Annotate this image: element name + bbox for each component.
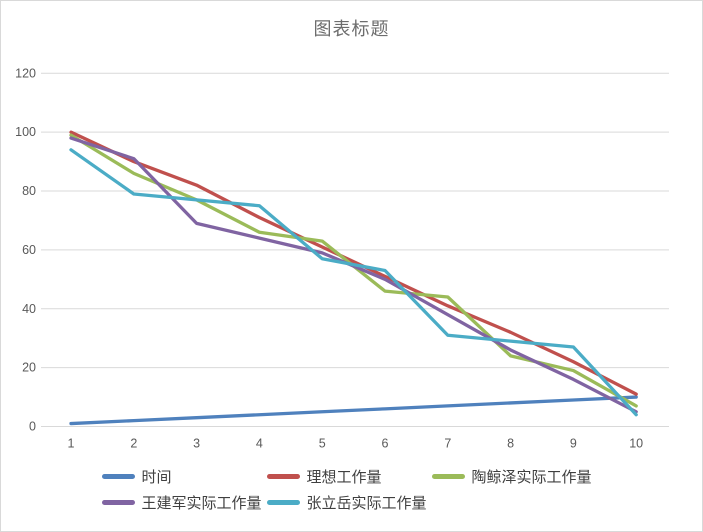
legend-item[interactable]: 陶鲸泽实际工作量	[431, 463, 597, 489]
legend-line-marker	[101, 473, 135, 479]
series-line[interactable]	[69, 136, 638, 414]
legend-item[interactable]: 张立岳实际工作量	[266, 489, 432, 515]
x-tick-label: 2	[130, 437, 137, 451]
y-tick-label: 100	[15, 125, 36, 139]
chart-title: 图表标题	[313, 19, 390, 39]
y-tick-label: 80	[22, 184, 36, 198]
x-tick-label: 5	[319, 437, 326, 451]
y-tick-label: 120	[15, 66, 36, 80]
legend-line-marker	[266, 473, 300, 479]
y-tick-label: 20	[22, 361, 36, 375]
x-tick-label: 9	[570, 437, 577, 451]
legend-item[interactable]: 时间	[101, 463, 267, 489]
legend-label: 理想工作量	[306, 468, 382, 486]
legend-label: 张立岳实际工作量	[306, 494, 427, 512]
y-tick-label: 0	[29, 420, 36, 434]
legend-label: 陶鲸泽实际工作量	[471, 468, 592, 486]
series-line[interactable]	[69, 130, 638, 396]
y-tick-label: 60	[22, 243, 36, 257]
series-line[interactable]	[69, 395, 638, 426]
legend-line-marker	[431, 473, 465, 479]
x-tick-label: 1	[68, 437, 75, 451]
x-tick-label: 8	[507, 437, 514, 451]
legend-label: 王建军实际工作量	[141, 494, 262, 512]
legend-item[interactable]: 理想工作量	[266, 463, 432, 489]
legend: 时间 理想工作量 陶鲸泽实际工作量王建军实际工作量 张立岳实际工作量	[101, 463, 602, 515]
legend-item[interactable]: 王建军实际工作量	[101, 489, 267, 515]
legend-label: 时间	[141, 468, 172, 486]
x-tick-label: 7	[444, 437, 451, 451]
x-tick-label: 3	[193, 437, 200, 451]
x-tick-label: 4	[256, 437, 263, 451]
series-line[interactable]	[69, 133, 638, 408]
legend-line-marker	[266, 499, 300, 505]
y-tick-label: 40	[22, 302, 36, 316]
x-tick-label: 6	[382, 437, 389, 451]
series-line[interactable]	[69, 148, 638, 417]
line-chart: 0 20 40 60 80 100 120 1 2 3 4 5 6 7 8 9 10	[15, 66, 669, 451]
legend-line-marker	[101, 499, 135, 505]
x-tick-label: 10	[629, 437, 643, 451]
